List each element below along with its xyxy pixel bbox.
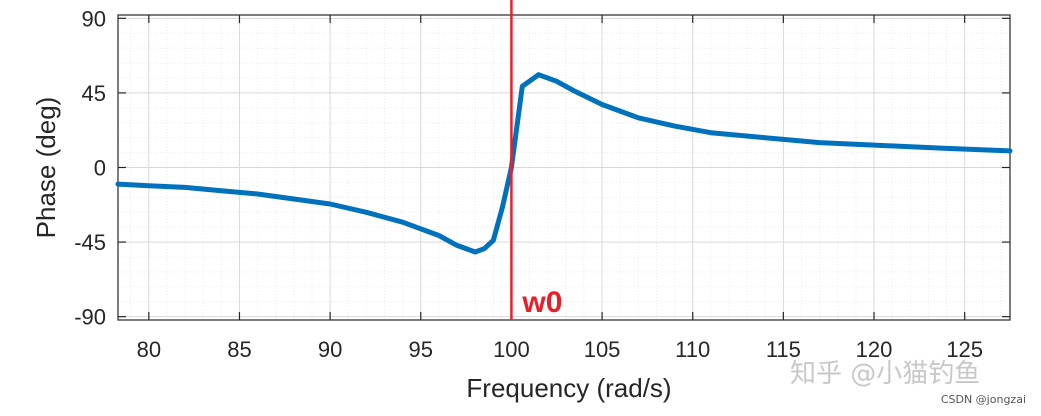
y-tick-label: -90	[74, 305, 106, 330]
x-tick-label: 110	[675, 337, 710, 362]
x-tick-label: 90	[318, 337, 342, 362]
y-axis-label: Phase (deg)	[31, 97, 61, 239]
x-tick-label: 105	[584, 337, 621, 362]
x-tick-label: 120	[856, 337, 893, 362]
y-tick-label: -45	[74, 230, 106, 255]
x-tick-label: 80	[137, 337, 161, 362]
x-axis-label: Frequency (rad/s)	[466, 373, 671, 403]
x-tick-label: 85	[227, 337, 251, 362]
w0-label: w0	[521, 286, 562, 319]
x-tick-label: 125	[946, 337, 983, 362]
y-tick-label: 90	[82, 6, 106, 31]
phase-series-line	[115, 72, 1013, 255]
x-tick-label: 115	[766, 337, 801, 362]
tick-labels: 80 85 90 95 100 105 110 115 120 125 -90 -45 0 45 90	[74, 6, 983, 362]
watermark-subtext: CSDN @jongzai	[941, 393, 1026, 406]
annotations-group: w0	[510, 0, 562, 320]
y-tick-label: 0	[94, 156, 106, 181]
series-group	[115, 72, 1013, 255]
x-tick-label: 100	[493, 337, 530, 362]
major-grid	[118, 15, 1010, 320]
watermark-text: 知乎 @小猫钓鱼	[790, 359, 980, 389]
x-tick-label: 95	[409, 337, 433, 362]
y-tick-label: 45	[82, 81, 106, 106]
